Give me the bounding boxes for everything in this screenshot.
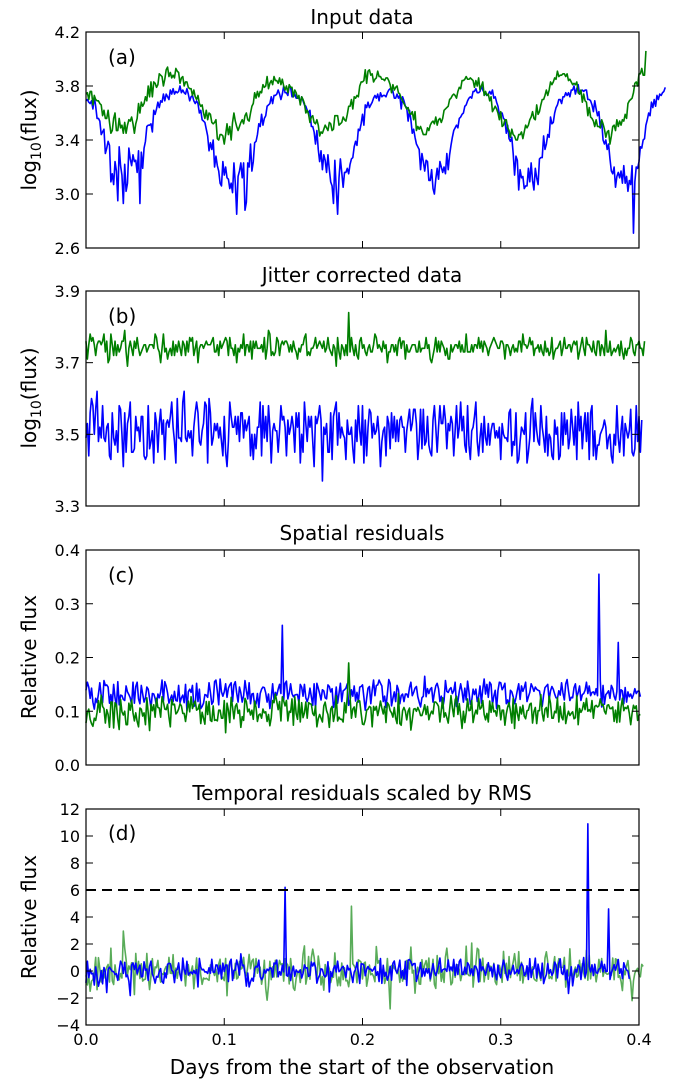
panel-c-letter: (c)	[108, 563, 135, 587]
ytick-label: 3.4	[55, 131, 80, 150]
panel-d-series-0	[85, 905, 644, 1010]
panel-d: Temporal residuals scaled by RMS (d) −4−…	[17, 781, 652, 1049]
panel-d-ylabel: Relative flux	[17, 855, 41, 979]
ytick-label: 12	[60, 800, 80, 819]
panel-a-ylabel-rest: (flux)	[17, 89, 41, 142]
ytick-label: 3.8	[55, 77, 80, 96]
panel-c-series-1	[85, 662, 641, 734]
panel-c-frame	[85, 549, 640, 766]
panel-d-title: Temporal residuals scaled by RMS	[191, 781, 531, 805]
xtick-label: 0.3	[488, 1030, 513, 1049]
panel-b-ylabel: log10(flux)	[17, 347, 45, 448]
panel-c-ylabel: Relative flux	[17, 595, 41, 719]
panel-a-series-1	[85, 50, 647, 145]
panel-a: Input data (a) 2.6 3.0 3.4 3.8 4.2 log10(flu…	[17, 5, 667, 258]
panel-d-letter: (d)	[108, 821, 136, 845]
panel-a-title: Input data	[310, 5, 413, 29]
panel-d-series-1	[85, 823, 631, 997]
ytick-label: 4	[70, 908, 80, 927]
panel-d-xticks: 0.0 0.1 0.2 0.3 0.4	[73, 1030, 651, 1049]
ytick-label: 0.1	[55, 702, 80, 721]
ytick-label: 3.7	[55, 354, 80, 373]
panel-c-title: Spatial residuals	[280, 521, 445, 545]
panel-b-series-0	[85, 390, 643, 482]
panel-b-series-1	[85, 311, 646, 368]
ytick-label: −2	[56, 989, 80, 1008]
panel-c-plot	[85, 550, 642, 765]
panel-d-frame	[85, 808, 640, 1026]
xtick-label: 0.0	[73, 1030, 98, 1049]
panel-d-plot	[85, 809, 644, 1025]
ytick-label: −4	[56, 1016, 80, 1035]
figure-xlabel: Days from the start of the observation	[170, 1055, 554, 1079]
ytick-label: 4.2	[55, 23, 80, 42]
panel-c-yticks: 0.0 0.1 0.2 0.3 0.4	[55, 541, 639, 775]
panel-a-letter: (a)	[108, 45, 136, 69]
ytick-label: 6	[70, 881, 80, 900]
ytick-label: 0	[70, 962, 80, 981]
panel-b-title: Jitter corrected data	[260, 263, 462, 287]
ytick-label: 8	[70, 854, 80, 873]
ytick-label: 2.6	[55, 239, 80, 258]
ytick-label: 3.5	[55, 425, 80, 444]
panel-b-frame	[85, 290, 640, 507]
ytick-label: 0.3	[55, 595, 80, 614]
panel-b-ylabel-sub: 10	[29, 400, 45, 418]
ytick-label: 0.4	[55, 541, 80, 560]
panel-a-ylabel: log10(flux)	[17, 89, 45, 190]
panel-a-yticks: 2.6 3.0 3.4 3.8 4.2	[55, 23, 639, 258]
panel-a-plot	[85, 32, 667, 248]
panel-a-frame	[85, 31, 640, 249]
ytick-label: 3.9	[55, 282, 80, 301]
xtick-label: 0.2	[350, 1030, 375, 1049]
panel-b-ylabel-rest: (flux)	[17, 347, 41, 400]
ytick-label: 10	[60, 827, 80, 846]
ytick-label: 0.2	[55, 649, 80, 668]
ytick-label: 3.0	[55, 185, 80, 204]
panel-c-series-0	[85, 573, 642, 712]
panel-a-ylabel-base: log	[17, 160, 41, 191]
panel-b-letter: (b)	[108, 304, 136, 328]
panel-b: Jitter corrected data (b) 3.3 3.5 3.7 3.9 l…	[17, 263, 646, 516]
panel-c: Spatial residuals (c) 0.0 0.1 0.2 0.3 0.4 Re…	[17, 521, 642, 775]
panel-d-yticks: −4 −2 0 2 4 6 8 10 12	[56, 800, 639, 1035]
xtick-label: 0.1	[212, 1030, 237, 1049]
panel-a-series-0	[85, 83, 667, 234]
panel-b-plot	[85, 291, 646, 506]
ytick-label: 2	[70, 935, 80, 954]
panel-b-ylabel-base: log	[17, 418, 41, 449]
panel-b-yticks: 3.3 3.5 3.7 3.9	[55, 282, 639, 516]
ytick-label: 0.0	[55, 756, 80, 775]
panel-a-ylabel-sub: 10	[29, 142, 45, 160]
ytick-label: 3.3	[55, 497, 80, 516]
xtick-label: 0.4	[626, 1030, 651, 1049]
